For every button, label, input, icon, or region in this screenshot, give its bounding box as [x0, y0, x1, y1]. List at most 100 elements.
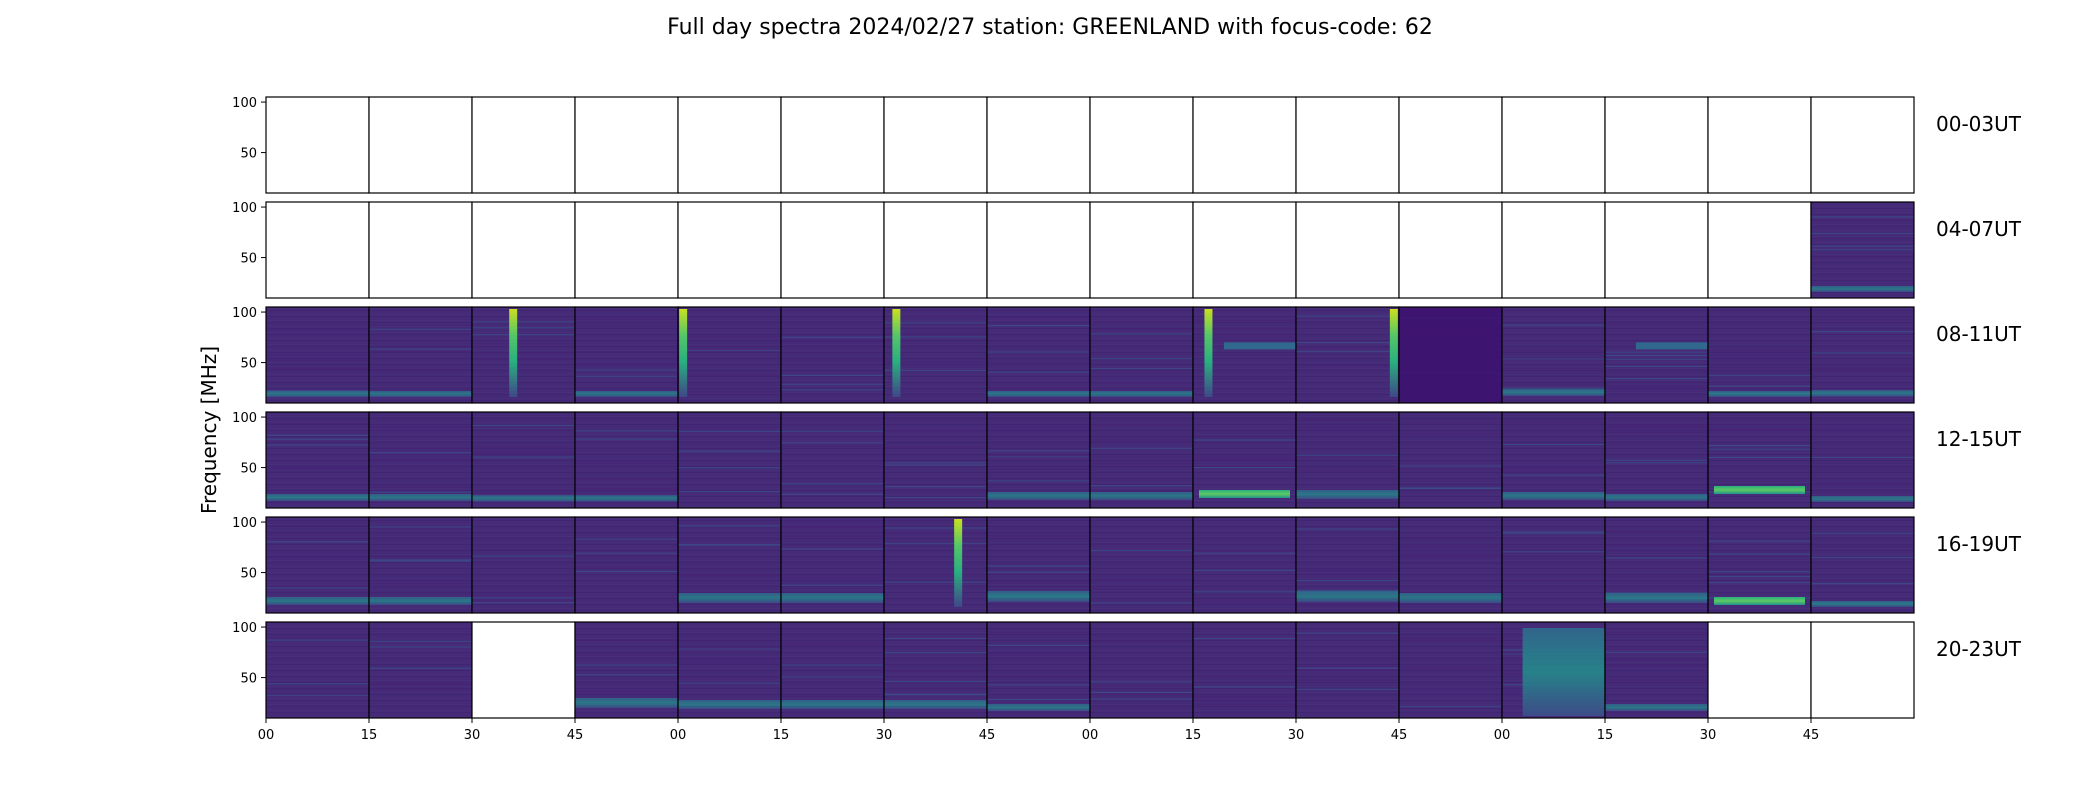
empty-panel: [781, 97, 884, 193]
strong-band: [1714, 597, 1805, 605]
spectrum-line: [266, 354, 369, 357]
spectrum-line: [1193, 569, 1296, 571]
spectrum-line: [1502, 467, 1605, 469]
spectrum-line: [266, 444, 369, 446]
x-tick-label: 15: [1597, 728, 1614, 743]
spectrum-line: [472, 452, 575, 454]
spectrum-line: [1399, 706, 1502, 708]
low-frequency-band: [369, 494, 472, 501]
spectrum-line: [1090, 321, 1193, 323]
spectrum-line: [575, 325, 678, 328]
spectrum-line: [1090, 328, 1193, 330]
y-tick-label: 50: [240, 147, 257, 162]
spectrum-line: [987, 581, 1090, 583]
low-frequency-band: [1605, 593, 1708, 603]
spectrum-line: [1399, 555, 1502, 557]
spectrum-line: [678, 544, 781, 546]
spectrum-line: [987, 351, 1090, 353]
spectrum-line: [266, 467, 369, 470]
spectrum-line: [1399, 693, 1502, 695]
spectrum-line: [369, 368, 472, 370]
spectrum-line: [369, 684, 472, 686]
spectrum-line: [1193, 459, 1296, 461]
empty-panel: [266, 202, 369, 298]
spectrum-line: [369, 324, 472, 326]
spectrum-line: [1193, 328, 1296, 330]
y-tick-label: 50: [240, 672, 257, 687]
spectrum-line: [781, 676, 884, 678]
y-tick-label: 50: [240, 357, 257, 372]
empty-panel: [1605, 202, 1708, 298]
low-frequency-band: [575, 495, 678, 502]
spectrum-line: [266, 434, 369, 436]
spectrum-line: [575, 478, 678, 480]
empty-panel: [781, 202, 884, 298]
horizontal-band: [1223, 342, 1296, 350]
spectrum-line: [781, 442, 884, 444]
empty-panel: [1399, 202, 1502, 298]
spectrum-line: [1605, 544, 1708, 547]
empty-panel: [1090, 97, 1193, 193]
spectrum-line: [1502, 532, 1605, 534]
spectrum-line: [1193, 675, 1296, 677]
spectrum-line: [369, 560, 472, 562]
spectrum-line: [1605, 351, 1708, 353]
spectrum-line: [472, 451, 575, 453]
spectrum-line: [884, 670, 987, 672]
spectrum-line: [1090, 424, 1193, 426]
spectrum-line: [1811, 232, 1914, 234]
spectrum-line: [472, 599, 575, 601]
spectrum-line: [1193, 686, 1296, 688]
spectrum-line: [1193, 466, 1296, 469]
spectrum-line: [575, 438, 678, 440]
spectrum-line: [1090, 693, 1193, 696]
spectrum-line: [1090, 543, 1193, 545]
spectrum-line: [781, 584, 884, 586]
spectrum-line: [1090, 602, 1193, 604]
row-label: 20-23UT: [1936, 637, 2022, 661]
spectrum-line: [781, 389, 884, 391]
spectrum-line: [1193, 457, 1296, 459]
spectrum-line: [266, 585, 369, 587]
x-tick-label: 45: [979, 728, 996, 743]
spectrum-line: [369, 640, 472, 642]
spectrum-line: [472, 549, 575, 551]
spectrum-line: [678, 351, 781, 353]
x-tick-label: 45: [567, 728, 584, 743]
spectrum-line: [1296, 679, 1399, 681]
spectrum-texture: [884, 517, 987, 613]
spectrum-line: [1605, 651, 1708, 653]
spectrum-line: [781, 493, 884, 495]
spectrum-line: [1605, 530, 1708, 532]
empty-panel: [884, 97, 987, 193]
spectrum-line: [1296, 342, 1399, 344]
spectrum-line: [781, 696, 884, 698]
spectrum-line: [1811, 546, 1914, 548]
spectrum-line: [1811, 482, 1914, 484]
low-frequency-band: [369, 597, 472, 605]
spectrum-texture: [1811, 517, 1914, 613]
spectrum-line: [1399, 639, 1502, 642]
broadband-column: [1522, 628, 1605, 716]
spectrum-line: [266, 683, 369, 685]
spectrum-line: [678, 647, 781, 649]
low-frequency-band: [1605, 494, 1708, 501]
empty-panel: [369, 202, 472, 298]
spectrum-line: [1708, 448, 1811, 450]
spectrum-line: [1811, 453, 1914, 455]
spectrum-line: [1502, 357, 1605, 359]
strong-band: [1199, 490, 1290, 498]
spectrum-line: [266, 694, 369, 696]
spectrum-line: [781, 430, 884, 432]
radio-burst: [954, 519, 963, 607]
spectrum-texture: [1811, 307, 1914, 403]
spectrum-line: [575, 363, 678, 365]
spectrum-line: [1399, 544, 1502, 546]
spectrum-line: [1296, 604, 1399, 606]
spectrum-line: [678, 525, 781, 527]
spectrum-line: [781, 577, 884, 579]
y-tick-label: 100: [232, 411, 257, 426]
spectrum-line: [575, 532, 678, 534]
spectrum-line: [1193, 552, 1296, 554]
